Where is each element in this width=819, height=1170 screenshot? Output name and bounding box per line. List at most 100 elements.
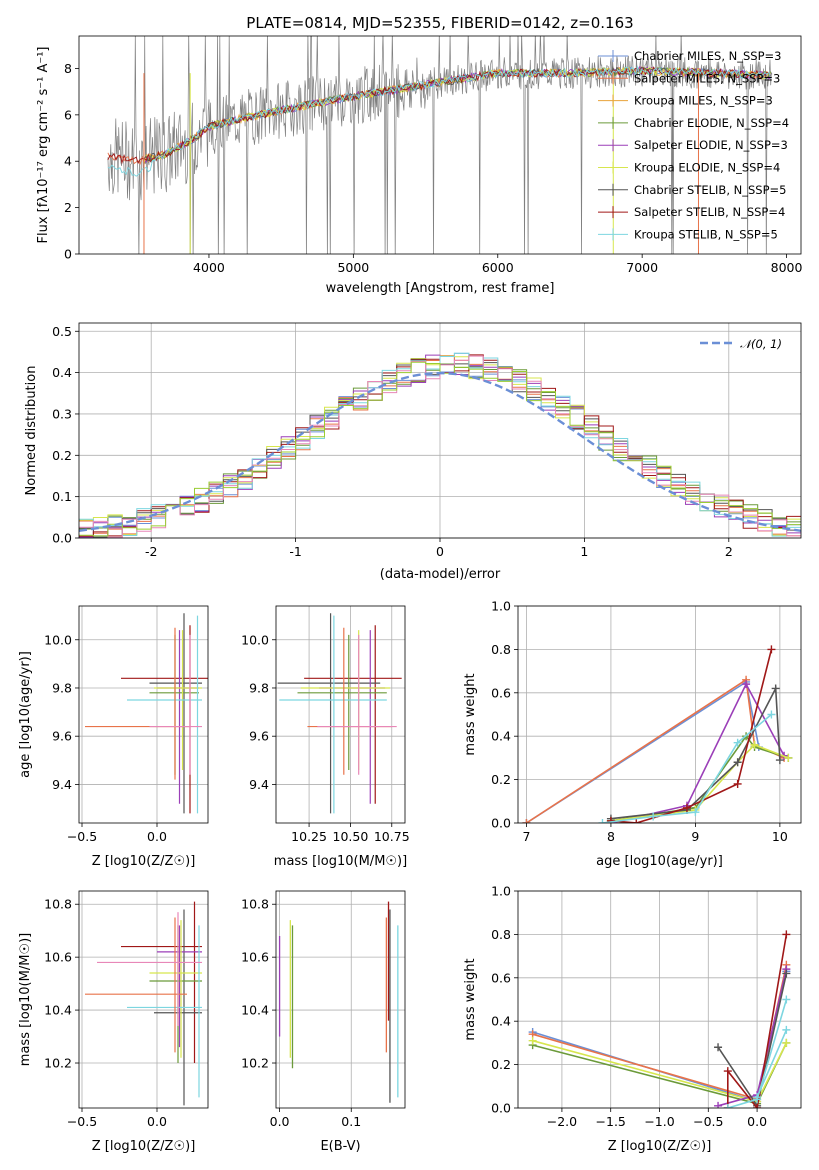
y-tick-label: 0.1 [52,489,72,504]
panel-weight-vs-Z: −2.0 −1.5 −1.0 −0.5 0.0 0.0 0.2 0.4 0.6 0.8 1.0 Z [… [463,884,802,1154]
x-tick-label: −0.5 [67,829,97,844]
y-tick-label: 4 [64,154,72,169]
legend-label: Salpeter STELIB, N_SSP=4 [634,205,785,219]
x-tick-label: 0 [436,544,444,559]
x-tick-label: 0.1 [341,1114,361,1129]
grid-mass-vs-Z [79,891,208,1108]
panel-spectrum: 4000 5000 6000 7000 8000 0 2 4 6 8 wavelength [Ang… [36,35,803,296]
weight-series-7 [727,934,788,1108]
weight-point [750,740,759,749]
y-tick-label: 10.6 [44,950,72,965]
x-tick-label: −0.5 [693,1114,723,1129]
y-tick-label: 10.4 [44,1003,72,1018]
x-tick-label: -1 [289,544,301,559]
x-tick-label: 5000 [337,260,369,275]
legend-label: Kroupa MILES, N_SSP=3 [634,94,773,108]
y-tick-label: 0.0 [52,531,72,546]
x-tick-label: 0.0 [747,1114,767,1129]
weight-point [784,753,793,762]
y-tick-label: 0.2 [491,772,511,787]
weight-point [598,819,607,823]
plot-mass-vs-ebv [278,901,399,1103]
x-tick-label: 9 [691,829,699,844]
x-tick-label: −1.0 [644,1114,674,1129]
weight-series-9 [756,1029,788,1098]
legend-label: Kroupa ELODIE, N_SSP=4 [634,161,780,175]
y-tick-label: 0.4 [491,729,511,744]
x-axis-label: wavelength [Angstrom, rest frame] [326,281,555,296]
weight-point [782,995,791,1004]
y-tick-label: 0.4 [491,1014,511,1029]
x-tick-label: −1.5 [596,1114,626,1129]
legend-label: Salpeter MILES, N_SSP=3 [634,71,780,85]
y-axis-label: mass weight [463,958,478,1040]
grid-mass-vs-ebv [276,891,405,1108]
legend: 𝒩(0, 1) [700,337,782,351]
y-tick-label: 8 [64,61,72,76]
x-tick-label: 1 [580,544,588,559]
x-tick-label: 7 [522,829,530,844]
y-tick-label: 1.0 [491,884,511,899]
x-tick-label: 0.0 [147,1114,167,1129]
y-tick-label: 10.8 [44,897,72,912]
weight-point [753,1093,762,1102]
x-tick-label: 10.25 [291,829,327,844]
x-tick-label: 0.0 [270,1114,290,1129]
x-tick-label: 0.0 [147,829,167,844]
y-tick-label: 1.0 [491,599,511,614]
y-axis-label: mass [log10(M/M☉)] [18,933,33,1066]
x-tick-label: -2 [145,544,157,559]
weight-point [733,738,742,747]
grid-age-vs-Z [79,606,208,823]
y-tick-label: 10.2 [44,1056,72,1071]
weight-point [771,684,780,693]
y-tick-label: 0.4 [52,365,72,380]
x-tick-label: 2 [725,544,733,559]
grid-age-vs-mass [276,606,405,823]
plot-mass-vs-Z [85,901,202,1106]
weight-point [632,819,641,823]
legend-label: Chabrier STELIB, N_SSP=5 [634,183,786,197]
y-tick-label: 0.8 [491,927,511,942]
weight-point [528,1036,537,1045]
panel-age-vs-mass: 10.25 10.50 10.75 9.4 9.6 9.8 10.0 mass [log10(… [241,605,410,869]
y-tick-label: 0.0 [491,1101,511,1116]
legend: Chabrier MILES, N_SSP=3 Salpeter MILES, N… [598,49,789,241]
weight-point [691,808,700,817]
x-tick-label: 10.75 [374,829,410,844]
panel-residuals: -2 -1 0 1 2 0.0 0.1 0.2 0.3 0.4 0.5 (data-model)/er… [24,322,802,582]
x-tick-label: 8000 [771,260,803,275]
weight-point [723,1104,732,1108]
y-tick-label: 10.8 [241,897,269,912]
plot-weight-vs-age [522,645,793,823]
y-tick-label: 0.2 [52,448,72,463]
weight-point [714,1101,723,1108]
panels: 4000 5000 6000 7000 8000 0 2 4 6 8 wavelength [Ang… [18,35,803,1154]
weight-point [742,680,751,689]
y-tick-label: 0 [64,247,72,262]
weight-point [733,779,742,788]
plot-age-vs-mass [277,613,402,814]
weight-point [723,1067,732,1076]
panel-mass-vs-ebv: 0.0 0.1 10.2 10.4 10.6 10.8 E(B-V) [241,890,406,1154]
plot-age-vs-Z [85,613,208,814]
axes-frame [78,322,802,539]
axes-frame [517,605,802,824]
y-axis-label: age [log10(age/yr)] [18,651,33,778]
panel-age-vs-Z: −0.5 0.0 9.4 9.6 9.8 10.0 Z [log10(Z/Z☉)] age [… [18,605,209,869]
weight-point [522,819,531,823]
y-tick-label: 2 [64,200,72,215]
weight-point [767,710,776,719]
spectrum-title: PLATE=0814, MJD=52355, FIBERID=0142, z=0… [246,14,633,32]
y-tick-label: 0.0 [491,816,511,831]
x-axis-label: age [log10(age/yr)] [596,854,723,869]
x-axis-label: mass [log10(M/M☉)] [274,854,407,869]
x-axis-label: Z [log10(Z/Z☉)] [92,854,196,869]
x-tick-label: 10.50 [333,829,369,844]
axes-frame [275,605,406,824]
panel-mass-vs-Z: −0.5 0.0 10.2 10.4 10.6 10.8 Z [log10(Z/Z☉)] ma… [18,890,209,1154]
y-tick-label: 0.3 [52,406,72,421]
histogram-10 [79,361,801,537]
legend-label: Kroupa STELIB, N_SSP=5 [634,227,778,241]
